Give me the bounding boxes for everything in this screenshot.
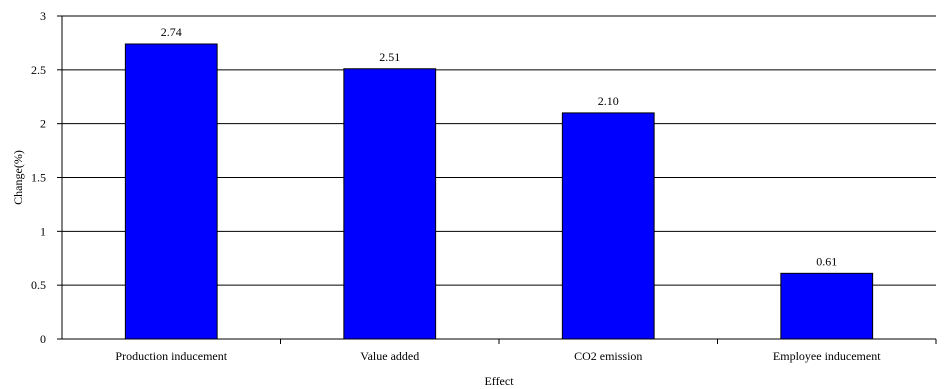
- x-axis-title: Effect: [484, 374, 514, 388]
- y-axis-title: Change(%): [11, 150, 25, 205]
- bar-value-label: 2.51: [379, 50, 400, 64]
- bar: [343, 68, 437, 340]
- y-tick-label: 1.5: [31, 171, 46, 185]
- y-tick-label: 0: [40, 332, 46, 346]
- bars: [124, 43, 874, 340]
- bar-value-label: 2.10: [598, 94, 619, 108]
- bar: [561, 112, 655, 340]
- x-tick-label: Employee inducement: [773, 349, 881, 363]
- y-tick-label: 2.5: [31, 63, 46, 77]
- bar-value-label: 0.61: [816, 254, 837, 268]
- x-tick-label: Production inducement: [115, 349, 227, 363]
- y-tick-label: 1: [40, 224, 46, 238]
- bar-value-label: 2.74: [161, 25, 182, 39]
- x-tick-label: CO2 emission: [574, 349, 642, 363]
- x-axis-tick-labels: Production inducement Value added CO2 emis…: [115, 339, 937, 363]
- y-axis-ticks: 0 0.5 1 1.5 2 2.5 3: [31, 9, 62, 346]
- y-tick-label: 2: [40, 117, 46, 131]
- x-tick-label: Value added: [360, 349, 419, 363]
- data-labels: 2.74 2.51 2.10 0.61: [161, 25, 838, 268]
- bar: [124, 43, 218, 340]
- bar: [780, 272, 874, 340]
- y-tick-label: 0.5: [31, 278, 46, 292]
- y-tick-label: 3: [40, 9, 46, 23]
